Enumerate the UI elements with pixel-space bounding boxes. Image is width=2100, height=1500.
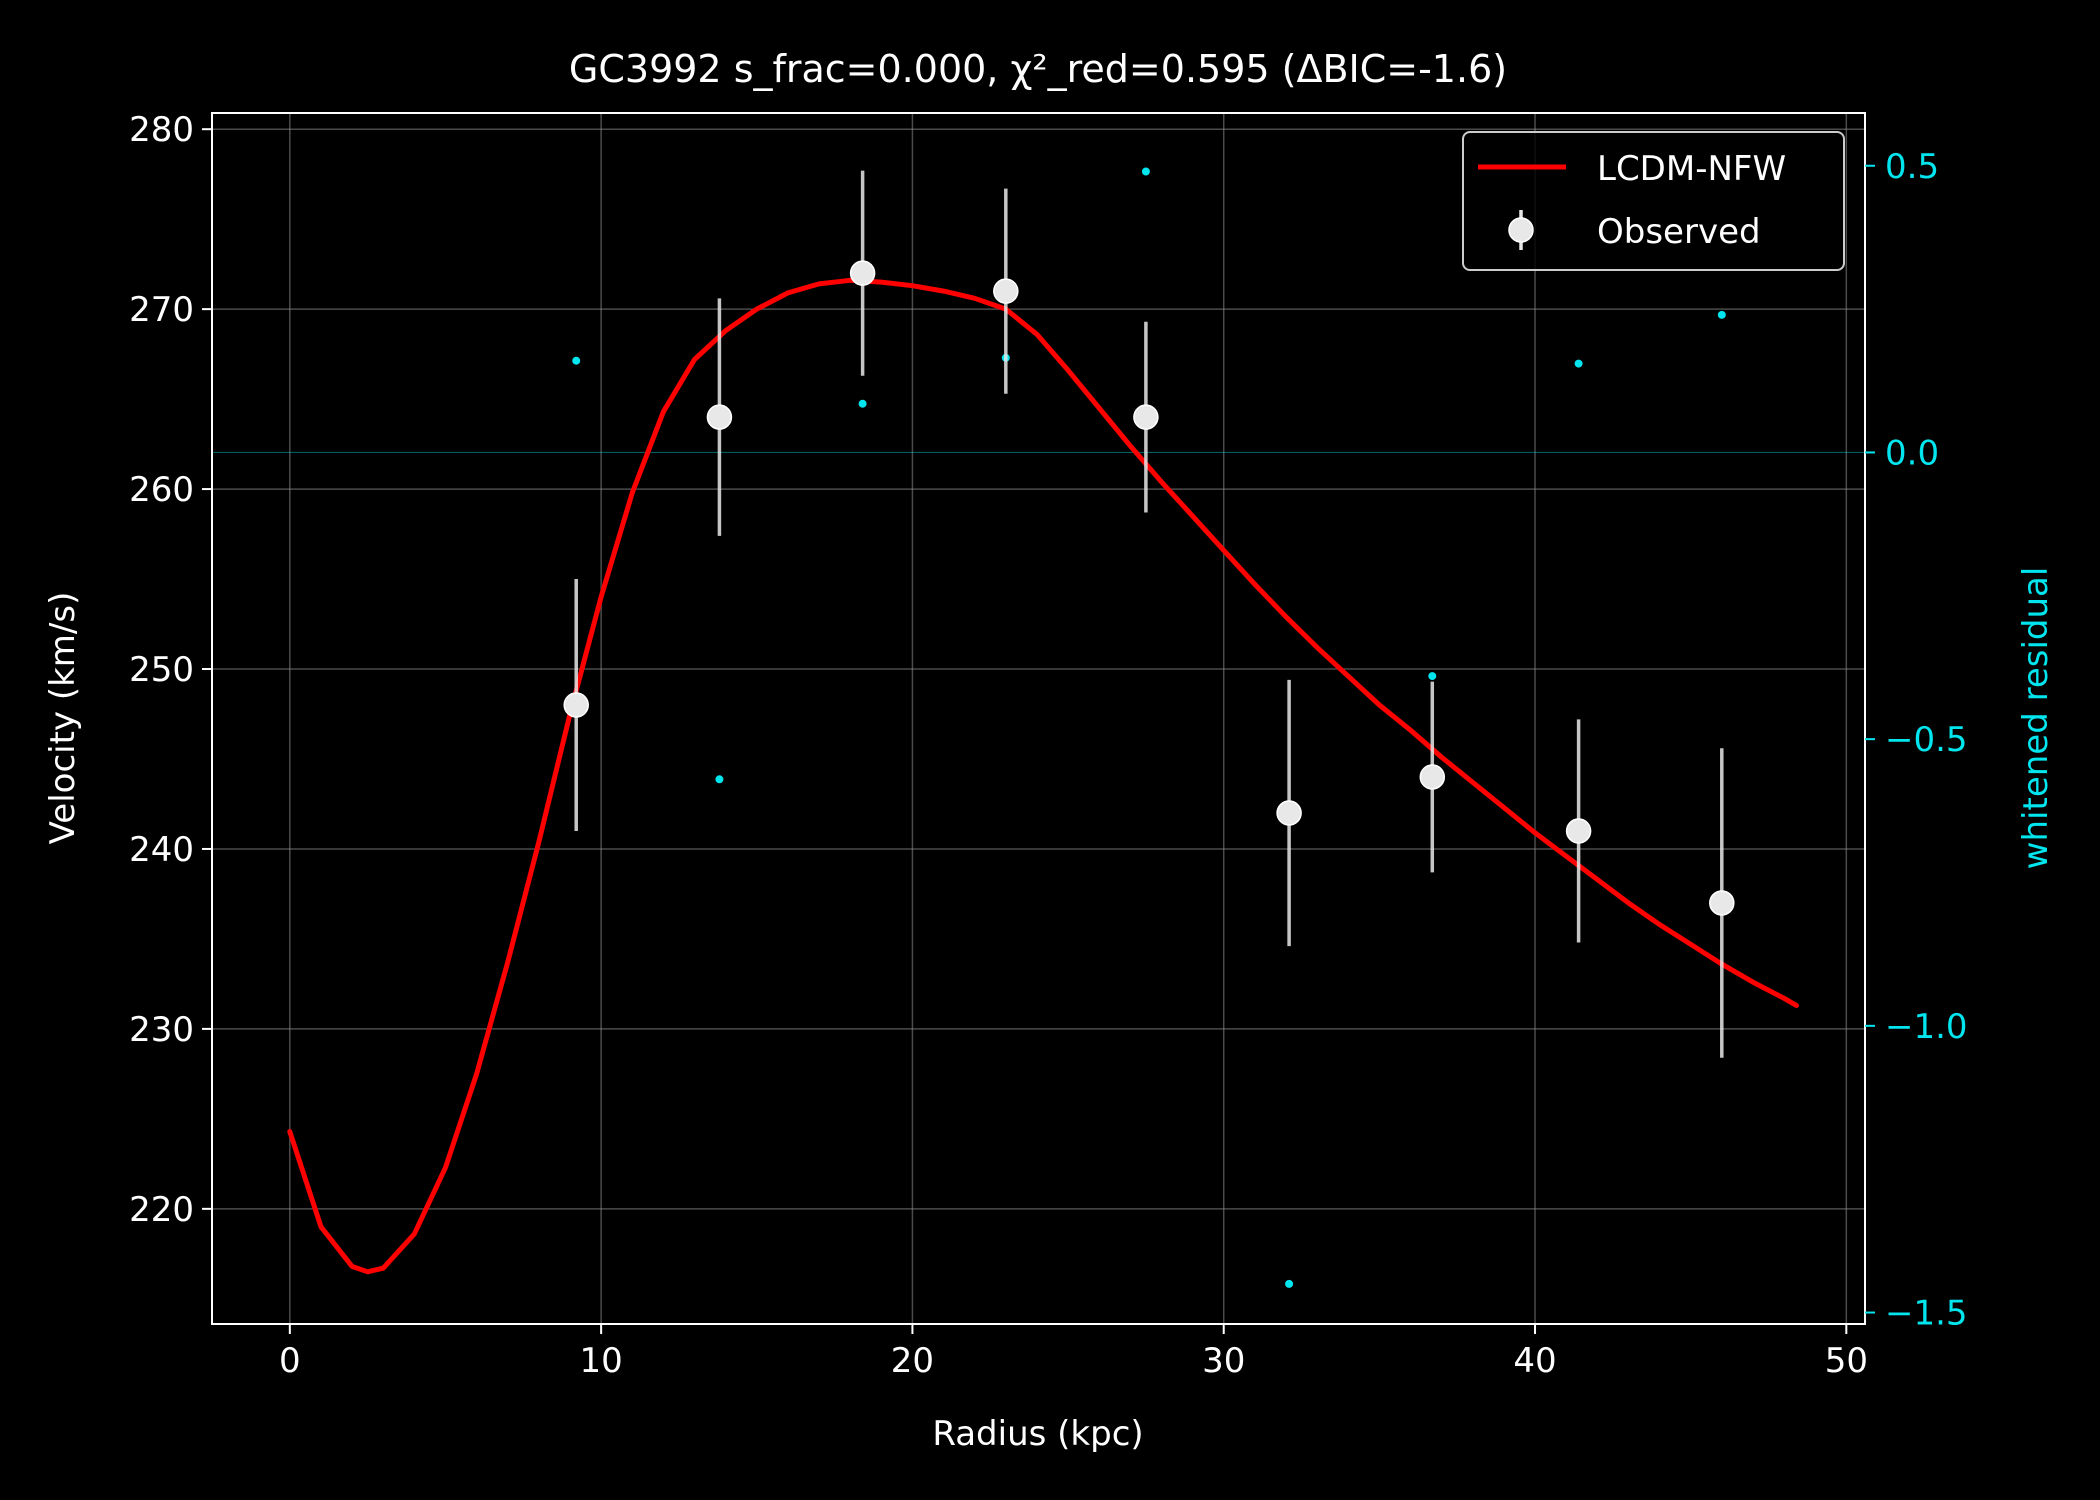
observed-point bbox=[706, 404, 733, 430]
y-tick-label: 240 bbox=[129, 830, 194, 870]
y-axis-ticks: 220 230 240 250 260 270 280 bbox=[129, 110, 212, 1230]
observed-point bbox=[563, 692, 589, 718]
observed-point bbox=[1709, 890, 1735, 916]
observed-point bbox=[1133, 404, 1159, 430]
x-axis-ticks: 0 10 20 30 40 50 bbox=[279, 1324, 1868, 1381]
observed-point bbox=[1565, 818, 1592, 844]
x-tick-label: 10 bbox=[579, 1341, 622, 1381]
residual-points-layer bbox=[572, 167, 1726, 1288]
residual-point bbox=[1574, 359, 1583, 368]
model-curve-lcdm-nfw bbox=[287, 277, 1799, 1275]
observed-points-layer bbox=[563, 170, 1735, 1058]
observed-point bbox=[993, 278, 1019, 304]
x-tick-label: 30 bbox=[1202, 1341, 1245, 1381]
legend-label-model: LCDM-NFW bbox=[1597, 149, 1786, 189]
x-axis-label: Radius (kpc) bbox=[932, 1414, 1143, 1454]
y2-tick-label: 0.0 bbox=[1885, 433, 1939, 473]
residual-point bbox=[1141, 167, 1150, 176]
x-tick-label: 0 bbox=[279, 1341, 301, 1381]
x-tick-label: 20 bbox=[891, 1341, 934, 1381]
observed-point bbox=[849, 260, 876, 286]
legend-label-observed: Observed bbox=[1597, 212, 1761, 252]
y2-axis-ticks: −1.5 −1.0 −0.5 0.0 0.5 bbox=[1865, 147, 1968, 1334]
y-tick-label: 250 bbox=[129, 650, 194, 690]
y-tick-label: 280 bbox=[129, 110, 194, 150]
y2-tick-label: −0.5 bbox=[1885, 720, 1968, 760]
legend: LCDM-NFW Observed bbox=[1462, 131, 1845, 271]
y-tick-label: 230 bbox=[129, 1010, 194, 1050]
plot-area-frame bbox=[211, 112, 1866, 1325]
residual-point bbox=[1717, 310, 1726, 319]
x-tick-label: 50 bbox=[1825, 1341, 1868, 1381]
observed-point bbox=[1276, 800, 1302, 826]
y-tick-label: 220 bbox=[129, 1190, 194, 1230]
residual-point bbox=[715, 775, 724, 784]
y-axis-label: Velocity (km/s) bbox=[43, 592, 83, 845]
y2-tick-label: 0.5 bbox=[1885, 147, 1939, 187]
observed-point bbox=[1419, 764, 1446, 790]
y-tick-label: 270 bbox=[129, 290, 194, 330]
y2-axis-label: whitened residual bbox=[2016, 567, 2056, 870]
residual-point bbox=[858, 399, 867, 408]
residual-point bbox=[1285, 1279, 1294, 1288]
y-tick-label: 260 bbox=[129, 470, 194, 510]
x-tick-label: 40 bbox=[1513, 1341, 1556, 1381]
residual-point bbox=[1428, 672, 1437, 681]
model-curve-layer bbox=[287, 277, 1799, 1275]
residual-point bbox=[572, 356, 581, 365]
chart-title: GC3992 s_frac=0.000, χ²_red=0.595 (ΔBIC=… bbox=[569, 47, 1507, 91]
legend-swatch-observed bbox=[1508, 217, 1534, 243]
y2-tick-label: −1.0 bbox=[1885, 1007, 1968, 1047]
y2-tick-label: −1.5 bbox=[1885, 1294, 1968, 1334]
